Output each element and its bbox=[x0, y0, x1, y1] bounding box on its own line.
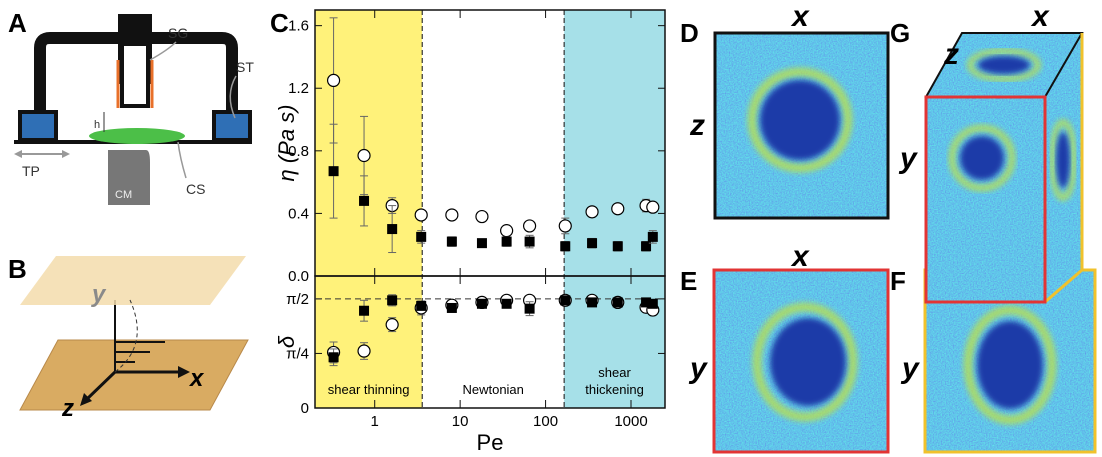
background-layer bbox=[315, 10, 665, 408]
point bbox=[647, 298, 658, 309]
panel-label: B bbox=[8, 254, 27, 284]
point bbox=[647, 231, 658, 242]
axis-label: x bbox=[790, 240, 810, 273]
schematic-label: SG bbox=[168, 25, 188, 41]
point bbox=[446, 236, 457, 247]
point bbox=[641, 241, 652, 252]
schematic-label: h bbox=[94, 119, 100, 131]
micrograph bbox=[714, 270, 888, 452]
point bbox=[357, 344, 371, 358]
point bbox=[612, 241, 623, 252]
y-tick-label: 0 bbox=[301, 400, 309, 417]
panel-label: A bbox=[8, 8, 27, 38]
point bbox=[326, 73, 341, 88]
micrograph bbox=[715, 33, 888, 218]
cube bbox=[924, 32, 1084, 304]
point bbox=[524, 303, 535, 314]
x-tick-label: 1000 bbox=[614, 413, 647, 430]
point bbox=[585, 205, 599, 219]
point bbox=[646, 200, 660, 214]
schematic-label: CS bbox=[186, 181, 205, 197]
point bbox=[641, 297, 652, 308]
x-tick-label: 100 bbox=[533, 413, 558, 430]
plot-frame bbox=[314, 275, 666, 409]
point bbox=[476, 298, 487, 309]
point bbox=[475, 209, 489, 224]
panel-label: F bbox=[890, 266, 906, 296]
axis-label: x bbox=[1030, 0, 1050, 33]
region bbox=[422, 10, 565, 408]
y-axis-label: δ bbox=[274, 335, 299, 348]
frame bbox=[712, 268, 890, 454]
y-tick-label: 1.6 bbox=[288, 18, 309, 35]
axis-label: x bbox=[790, 0, 810, 33]
axis-label: z bbox=[61, 395, 74, 422]
axis-label: y bbox=[91, 281, 107, 308]
frame bbox=[713, 31, 890, 220]
y-tick-label: π/4 bbox=[286, 345, 309, 362]
point bbox=[416, 300, 427, 311]
rheometer-schematic: SG ST h TP CM CS bbox=[14, 14, 254, 205]
axis-label: x bbox=[188, 365, 205, 392]
y-tick-label: 0.0 bbox=[288, 268, 309, 285]
axis-label: y bbox=[898, 142, 918, 175]
point bbox=[445, 208, 459, 222]
axis-label: z bbox=[943, 38, 959, 71]
point bbox=[500, 224, 514, 238]
schematic-label: CM bbox=[115, 189, 132, 201]
y-tick-label: 0.8 bbox=[288, 143, 309, 160]
point bbox=[387, 295, 398, 306]
point bbox=[416, 231, 427, 242]
axis-label: y bbox=[688, 352, 708, 385]
region-label: thickening bbox=[585, 382, 644, 397]
point bbox=[328, 166, 339, 177]
point bbox=[476, 238, 487, 249]
point bbox=[359, 195, 370, 206]
y-axis-label: η (Pa s) bbox=[274, 105, 299, 182]
panel-label: C bbox=[270, 8, 289, 38]
x-tick-label: 1 bbox=[371, 413, 379, 430]
schematic-label: TP bbox=[22, 163, 40, 179]
panel-label: G bbox=[890, 18, 910, 48]
point bbox=[387, 224, 398, 235]
y-tick-label: π/2 bbox=[286, 291, 309, 308]
x-axis-label: Pe bbox=[477, 430, 504, 455]
point bbox=[522, 219, 537, 233]
point bbox=[501, 298, 512, 309]
y-tick-label: 0.4 bbox=[288, 205, 309, 222]
shear-flow-schematic: y x z bbox=[19, 256, 249, 422]
axis-label: y bbox=[900, 352, 920, 385]
chart: shear thinning Newtonian shear thickening 0.… bbox=[274, 9, 666, 455]
point bbox=[328, 352, 339, 363]
schematic-label: ST bbox=[236, 59, 254, 75]
axis-label: z bbox=[689, 109, 705, 142]
point bbox=[611, 202, 625, 216]
region-label: Newtonian bbox=[462, 382, 523, 397]
point bbox=[587, 238, 598, 249]
x-tick-label: 10 bbox=[452, 413, 469, 430]
point bbox=[501, 236, 512, 247]
point bbox=[359, 305, 370, 316]
panel-label: D bbox=[680, 18, 699, 48]
point bbox=[587, 297, 598, 308]
point bbox=[385, 318, 399, 332]
point bbox=[560, 241, 571, 252]
panel-label: E bbox=[680, 266, 697, 296]
y-tick-label: 1.2 bbox=[288, 80, 309, 97]
point bbox=[612, 297, 623, 308]
region-label: shear bbox=[598, 365, 631, 380]
point bbox=[357, 148, 371, 163]
point bbox=[560, 295, 571, 306]
region-label: shear thinning bbox=[328, 382, 410, 397]
point bbox=[524, 236, 535, 247]
point bbox=[414, 208, 428, 222]
point bbox=[558, 219, 572, 233]
point bbox=[446, 302, 457, 313]
